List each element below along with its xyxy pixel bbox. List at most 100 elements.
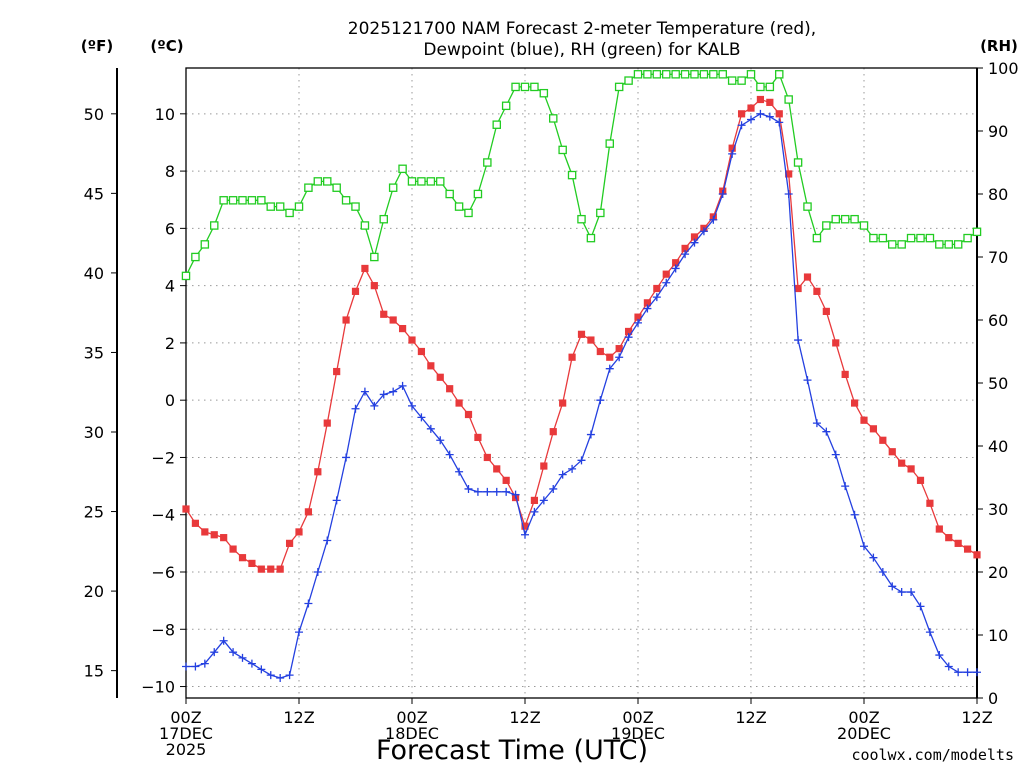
temperature-point — [916, 476, 925, 484]
temperature-point — [624, 327, 633, 336]
temperature-point — [370, 282, 378, 290]
rh-point — [257, 196, 266, 205]
dewpoint-point — [784, 190, 793, 198]
celsius-tick-label: 6 — [165, 219, 175, 238]
rh-point — [577, 214, 586, 224]
temperature-point — [803, 273, 812, 281]
rh-point — [972, 227, 982, 237]
rh-point — [228, 196, 238, 205]
rh-point — [435, 177, 445, 186]
temperature-point — [455, 399, 463, 407]
rh-point — [624, 76, 633, 85]
rh-point — [322, 177, 332, 186]
dewpoint-point — [398, 381, 407, 390]
rh-point — [520, 82, 530, 92]
rh-point — [275, 202, 285, 211]
rh-point — [426, 177, 436, 186]
rh-point — [238, 196, 247, 205]
rh-point — [888, 240, 897, 249]
rh-point — [605, 139, 615, 148]
dewpoint-point — [313, 568, 322, 576]
temperature-point — [822, 307, 830, 316]
rh-point — [398, 164, 407, 174]
rh-point — [483, 158, 492, 167]
temperature-point — [474, 433, 482, 442]
x-tick-label: 12Z — [961, 708, 992, 727]
rh-point — [709, 70, 718, 79]
temperature-point — [728, 144, 736, 152]
dewpoint-point — [963, 668, 972, 677]
dewpoint-point — [662, 278, 671, 287]
temperature-point — [483, 453, 491, 462]
rh-point — [690, 70, 699, 79]
rh-point — [680, 70, 690, 79]
temperature-point — [295, 528, 303, 536]
dewpoint-point — [351, 404, 360, 413]
dewpoint-point — [200, 659, 209, 668]
temperature-point — [634, 313, 642, 321]
dewpoint-point — [709, 215, 718, 224]
temperature-point — [690, 233, 699, 241]
rh-point — [812, 233, 822, 243]
dewpoint-point — [831, 450, 840, 459]
rh-point — [464, 208, 473, 218]
dewpoint-point — [652, 293, 661, 302]
rh-tick-label: 30 — [988, 500, 1008, 519]
dewpoint-point — [210, 648, 219, 657]
temperature-point — [577, 330, 586, 338]
chart-title-line-1: 2025121700 NAM Forecast 2-meter Temperat… — [348, 19, 816, 39]
rh-point — [209, 221, 219, 230]
dewpoint-point — [247, 659, 256, 668]
rh-point — [247, 196, 257, 205]
rh-point — [341, 196, 351, 205]
fahrenheit-tick-label: 30 — [84, 423, 104, 442]
dewpoint-point — [794, 336, 803, 345]
rh-tick-label: 70 — [988, 248, 1008, 267]
dewpoint-point — [634, 318, 642, 327]
rh-point — [906, 233, 916, 243]
rh-point — [784, 95, 793, 104]
rh-point — [511, 82, 520, 92]
celsius-tick-label: −6 — [151, 563, 175, 582]
temperature-point — [398, 324, 407, 333]
rh-tick-label: 90 — [988, 122, 1008, 141]
rh-tick-label: 60 — [988, 311, 1008, 330]
dewpoint-point — [455, 467, 464, 476]
temperature-point — [869, 425, 878, 433]
x-tick-label: 17DEC — [159, 724, 213, 743]
rh-point — [840, 214, 850, 224]
celsius-tick-label: 0 — [165, 391, 175, 410]
rh-point — [351, 202, 360, 211]
celsius-tick-label: −8 — [151, 620, 175, 639]
rh-point — [332, 183, 341, 192]
dewpoint-point — [530, 507, 539, 516]
chart-title-line-2: Dewpoint (blue), RH (green) for KALB — [423, 40, 740, 60]
rh-point — [191, 252, 200, 262]
temperature-point — [530, 496, 539, 505]
rh-point — [313, 177, 323, 186]
rh-point — [756, 82, 765, 92]
temperature-point — [389, 316, 397, 324]
temperature-point — [662, 270, 670, 278]
dewpoint-point — [897, 588, 906, 597]
rh-point — [492, 120, 501, 129]
fahrenheit-tick-label: 45 — [84, 184, 104, 203]
dewpoint-point — [436, 436, 445, 445]
rh-point — [746, 70, 756, 79]
dewpoint-point — [756, 109, 765, 118]
temperature-point — [323, 419, 331, 427]
temperature-point — [380, 310, 388, 318]
rh-point — [445, 189, 454, 199]
rh-point — [925, 233, 935, 243]
rh-point — [558, 145, 567, 155]
temperature-point — [926, 499, 934, 507]
temperature-point — [446, 385, 454, 393]
rh-line — [185, 72, 978, 277]
x-tick-label: 19DEC — [611, 724, 665, 743]
temperature-point — [737, 110, 746, 118]
temperature-point — [304, 508, 313, 516]
dewpoint-point — [417, 413, 426, 422]
dewpoint-point — [577, 456, 586, 465]
temperature-point — [191, 519, 200, 527]
temperature-point — [606, 353, 614, 361]
